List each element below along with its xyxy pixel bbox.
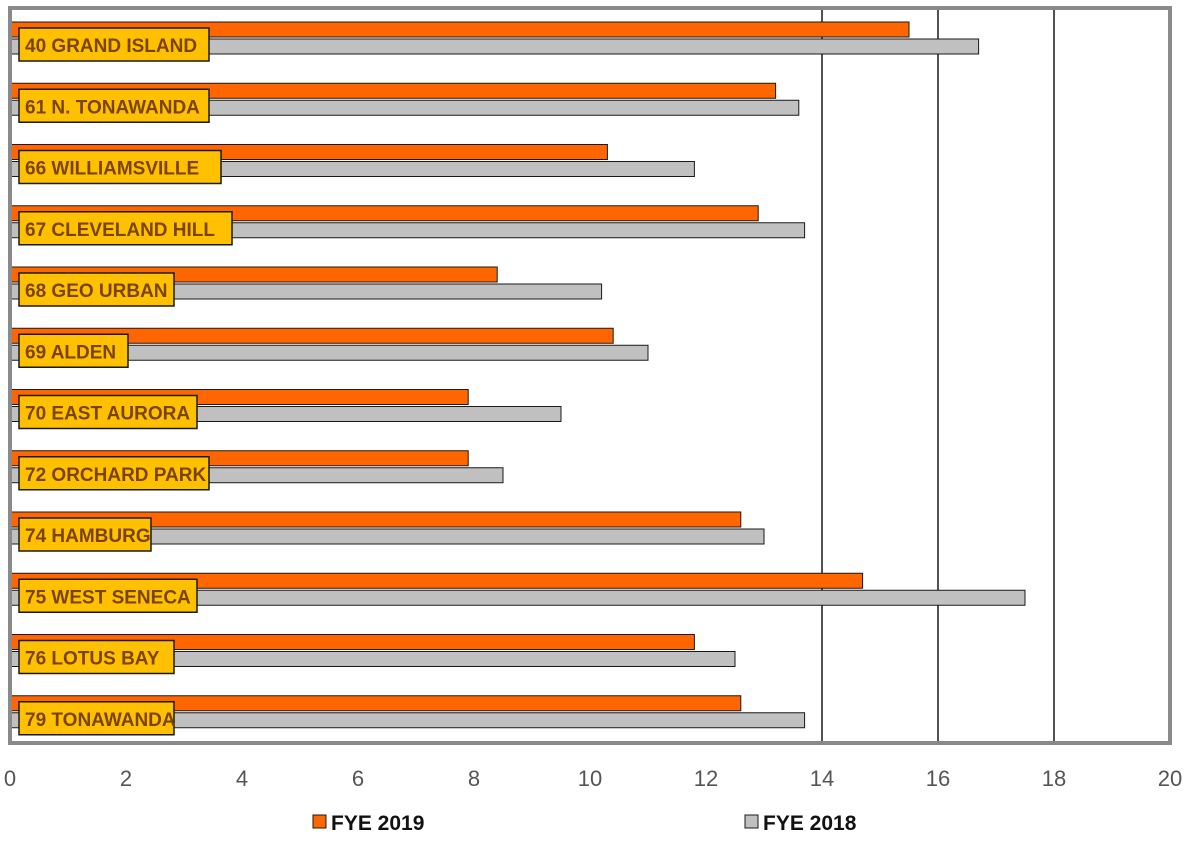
category-label-box-9 — [18, 578, 198, 613]
x-tick-label-0: 0 — [4, 766, 16, 791]
category-label-0: 40 GRAND ISLAND — [25, 36, 197, 57]
category-label-box-5 — [18, 333, 129, 368]
category-label-box-1 — [18, 88, 210, 123]
x-tick-label-16: 16 — [926, 766, 950, 791]
legend-swatch-1 — [744, 814, 759, 829]
category-label-8: 74 HAMBURG — [25, 526, 151, 547]
x-tick-label-18: 18 — [1042, 766, 1066, 791]
category-label-box-10 — [18, 639, 175, 675]
category-label-6: 70 EAST AURORA — [25, 404, 190, 425]
category-label-box-3 — [18, 211, 233, 246]
category-label-9: 75 WEST SENECA — [25, 587, 191, 608]
x-tick-label-4: 4 — [236, 766, 248, 791]
x-tick-label-12: 12 — [694, 766, 718, 791]
x-tick-label-20: 20 — [1158, 766, 1182, 791]
category-label-4: 68 GEO URBAN — [25, 281, 168, 302]
x-tick-label-10: 10 — [578, 766, 602, 791]
plot-area-border — [8, 6, 1172, 745]
legend-label-0: FYE 2019 — [331, 812, 424, 835]
category-label-3: 67 CLEVELAND HILL — [25, 220, 215, 241]
category-label-11: 79 TONAWANDA — [25, 710, 176, 731]
legend-label-1: FYE 2018 — [763, 812, 857, 835]
category-label-box-2 — [18, 149, 222, 185]
category-label-box-4 — [18, 272, 175, 307]
legend-swatch-0 — [312, 814, 327, 829]
category-label-10: 76 LOTUS BAY — [25, 649, 160, 670]
x-tick-label-8: 8 — [468, 766, 480, 791]
x-tick-label-2: 2 — [120, 766, 132, 791]
category-label-5: 69 ALDEN — [25, 342, 116, 363]
category-label-box-6 — [18, 394, 198, 430]
category-label-box-7 — [18, 456, 210, 491]
category-label-box-0 — [18, 27, 210, 62]
category-label-box-8 — [18, 517, 152, 552]
category-label-box-11 — [18, 701, 175, 736]
x-tick-label-14: 14 — [810, 766, 834, 791]
category-label-2: 66 WILLIAMSVILLE — [25, 159, 199, 180]
x-tick-label-6: 6 — [352, 766, 364, 791]
category-label-1: 61 N. TONAWANDA — [25, 97, 200, 118]
category-label-7: 72 ORCHARD PARK — [25, 465, 207, 486]
